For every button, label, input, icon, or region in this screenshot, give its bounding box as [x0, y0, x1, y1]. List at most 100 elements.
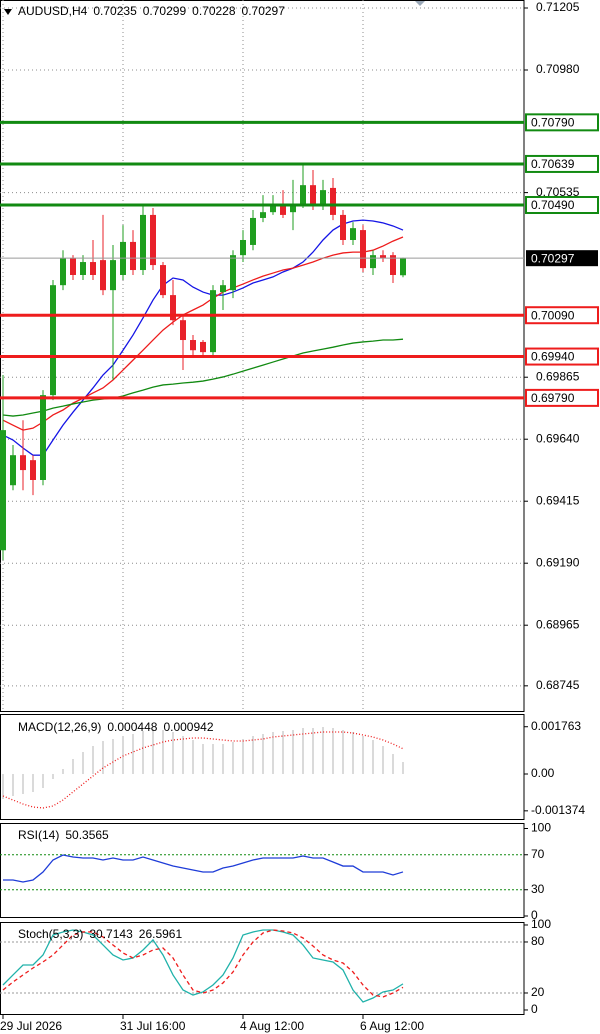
y-tick-label: 0.68965: [536, 617, 580, 631]
candle-body: [390, 255, 396, 275]
y-tick-label: 20: [531, 985, 545, 999]
moving-average: [2, 236, 404, 431]
level-label-box: [525, 113, 599, 132]
candle-body: [310, 185, 316, 206]
shift-marker: [414, 0, 426, 6]
level-label-box: [525, 196, 599, 215]
legend-value: 0.70228: [192, 4, 236, 18]
y-tick-label: 100: [531, 821, 551, 835]
candle-body: [20, 455, 26, 471]
y-tick-label: 0: [531, 908, 538, 922]
y-tick-label: 100: [531, 917, 551, 931]
level-label-box: [525, 388, 599, 407]
legend-value: 0.70297: [242, 4, 286, 18]
level-label: 0.70490: [531, 198, 575, 212]
candle-body: [210, 290, 216, 353]
level-label-box: [525, 154, 599, 173]
candle-body: [70, 258, 76, 275]
y-tick-label: 0.69640: [536, 431, 580, 445]
y-tick-label: 0.70535: [536, 185, 580, 199]
current-price-label: 0.70297: [531, 251, 575, 265]
candle-body: [330, 187, 336, 215]
indicator-line: [2, 929, 404, 998]
moving-average: [2, 219, 404, 456]
candle-body: [290, 205, 296, 213]
candle-body: [130, 241, 136, 271]
candle-body: [340, 214, 346, 240]
legend-title: Stoch(5,3,3): [18, 927, 83, 941]
candle-body: [220, 285, 226, 293]
candle-body: [160, 265, 166, 296]
candle-body: [0, 430, 6, 551]
panel-legend: MACD(12,26,9) 0.000448 0.000942: [18, 720, 214, 734]
candle-body: [60, 258, 66, 286]
candle-body: [100, 260, 106, 291]
y-tick-label: 0.71205: [536, 0, 580, 14]
candle-body: [370, 255, 376, 269]
indicator-line: [3, 854, 404, 883]
candle-body: [190, 340, 196, 351]
candle-body: [380, 255, 386, 259]
level-label: 0.70790: [531, 116, 575, 130]
y-tick-label: 80: [531, 934, 545, 948]
candle-body: [30, 460, 36, 480]
candle-body: [150, 214, 156, 266]
legend-value: 0.000448: [107, 720, 157, 734]
level-label: 0.69940: [531, 350, 575, 364]
panel-legend: AUDUSD,H4 0.70235 0.70299 0.70228 0.70297: [18, 4, 285, 18]
level-label: 0.70090: [531, 308, 575, 322]
legend-title: AUDUSD,H4: [18, 4, 88, 18]
y-tick-label: 0.69190: [536, 555, 580, 569]
x-tick-label: 31 Jul 16:00: [120, 1019, 186, 1033]
current-price-box: [526, 250, 598, 267]
legend-title: RSI(14): [18, 828, 59, 842]
candle-body: [280, 205, 286, 215]
y-tick-label: 0.001763: [531, 719, 581, 733]
y-tick-label: 0.00: [531, 766, 555, 780]
candle-body: [200, 341, 206, 353]
legend-value: 0.000942: [163, 720, 213, 734]
candle-body: [230, 255, 236, 291]
candle-body: [90, 262, 96, 275]
candle-body: [170, 295, 176, 321]
candle-body: [400, 258, 406, 276]
legend-value: 30.7143: [89, 927, 133, 941]
level-label: 0.70639: [531, 157, 575, 171]
y-tick-label: 0.68745: [536, 678, 580, 692]
legend-value: 26.5961: [139, 927, 183, 941]
candle-body: [300, 185, 306, 206]
candle-body: [240, 239, 246, 256]
x-tick-label: 6 Aug 12:00: [360, 1019, 424, 1033]
panel-legend: RSI(14) 50.3565: [18, 828, 109, 842]
level-label-box: [525, 347, 599, 366]
moving-average: [2, 338, 404, 417]
collapse-arrow[interactable]: [4, 9, 12, 15]
candle-body: [360, 230, 366, 269]
panel-frame: [0, 823, 525, 918]
candle-body: [350, 228, 356, 240]
candle-body: [10, 455, 16, 486]
y-tick-label: 0.70980: [536, 62, 580, 76]
x-tick-label: 29 Jul 2026: [0, 1019, 62, 1033]
panel-legend: Stoch(5,3,3) 30.7143 26.5961: [18, 927, 182, 941]
y-tick-label: 30: [531, 882, 545, 896]
candle-body: [140, 214, 146, 271]
legend-title: MACD(12,26,9): [18, 720, 101, 734]
y-tick-label: -0.001374: [531, 803, 585, 817]
candle-body: [50, 285, 56, 396]
candle-body: [180, 320, 186, 341]
legend-value: 0.70235: [93, 4, 137, 18]
candle-body: [260, 212, 266, 218]
panel-frame: [0, 922, 525, 1015]
candle-body: [250, 217, 256, 245]
candle-body: [320, 190, 326, 206]
y-tick-label: 70: [531, 847, 545, 861]
panel-frame: [0, 714, 525, 820]
y-tick-label: 0: [531, 1002, 538, 1016]
x-tick-label: 4 Aug 12:00: [240, 1019, 304, 1033]
candle-body: [110, 260, 116, 291]
level-label: 0.69790: [531, 391, 575, 405]
